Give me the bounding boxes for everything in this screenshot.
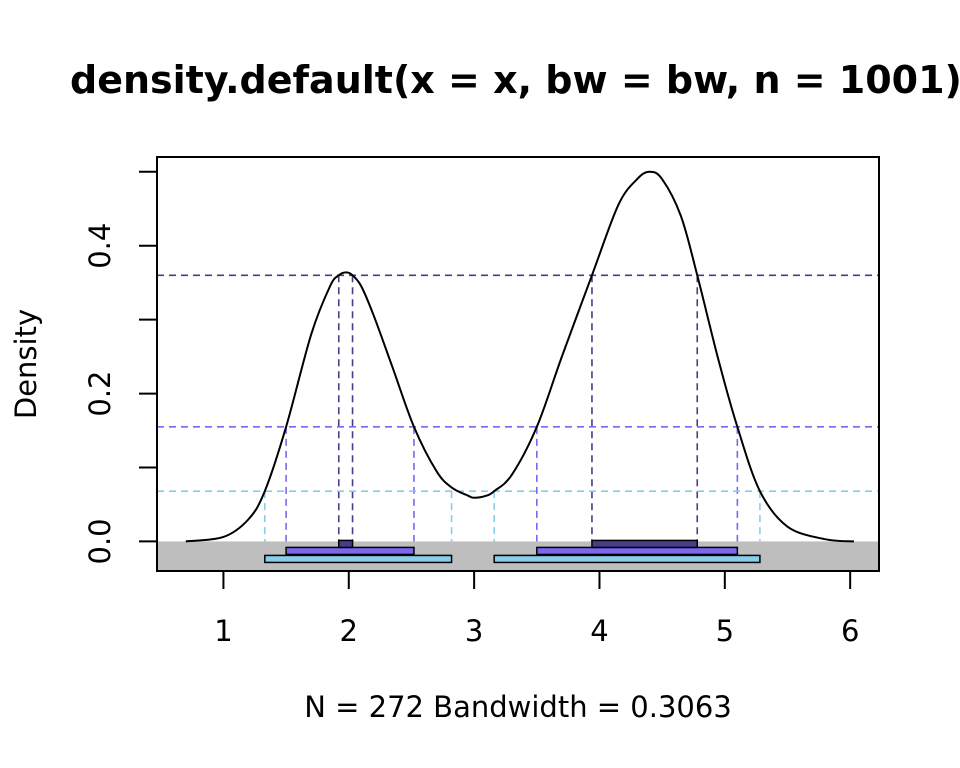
y-tick-label-1: 0.2 [83,371,117,417]
hdr-interval-bar-1-1 [536,546,739,556]
density-curve [185,170,855,543]
plot-content [157,170,879,571]
x-tick-label-2: 3 [465,614,483,648]
x-axis-label: N = 272 Bandwidth = 0.3063 [304,690,732,724]
y-axis: 0.0 0.2 0.4 [83,170,158,564]
chart-title: density.default(x = x, bw = bw, n = 1001… [70,58,960,102]
hdr-interval-bar-0-1 [591,539,698,549]
x-tick-label-5: 6 [841,614,859,648]
x-tick-label-4: 5 [716,614,734,648]
x-tick-label-3: 4 [590,614,608,648]
x-tick-label-1: 2 [340,614,358,648]
plot-area [156,156,880,572]
y-axis-label: Density [9,309,43,419]
hdr-interval-bar-0-0 [338,539,354,549]
x-axis: 1 2 3 4 5 6 [214,570,859,648]
hdr-interval-bar-1-0 [285,546,415,556]
y-tick-label-0: 0.0 [83,518,117,564]
hdr-interval-bar-2-0 [264,554,453,564]
y-tick-label-2: 0.4 [83,223,117,269]
x-tick-label-0: 1 [214,614,232,648]
hdr-interval-bar-2-1 [493,554,761,564]
